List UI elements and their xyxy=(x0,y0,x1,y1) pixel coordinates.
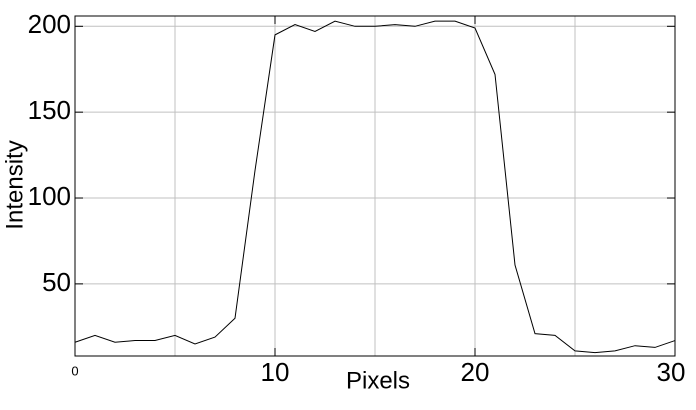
y-tick-label: 150 xyxy=(28,95,71,125)
y-axis-label: Intensity xyxy=(1,140,28,229)
y-tick-label: 100 xyxy=(28,181,71,211)
x-tick-label: 10 xyxy=(261,357,290,387)
y-tick-label: 50 xyxy=(42,267,71,297)
data-line xyxy=(74,20,676,354)
plot-frame xyxy=(74,15,676,357)
x-tick-label: 0 xyxy=(71,363,78,378)
x-tick-label: 30 xyxy=(657,357,686,387)
x-tick-label: 20 xyxy=(461,357,490,387)
x-axis-label: Pixels xyxy=(346,367,410,394)
y-tick-label: 200 xyxy=(28,9,71,39)
